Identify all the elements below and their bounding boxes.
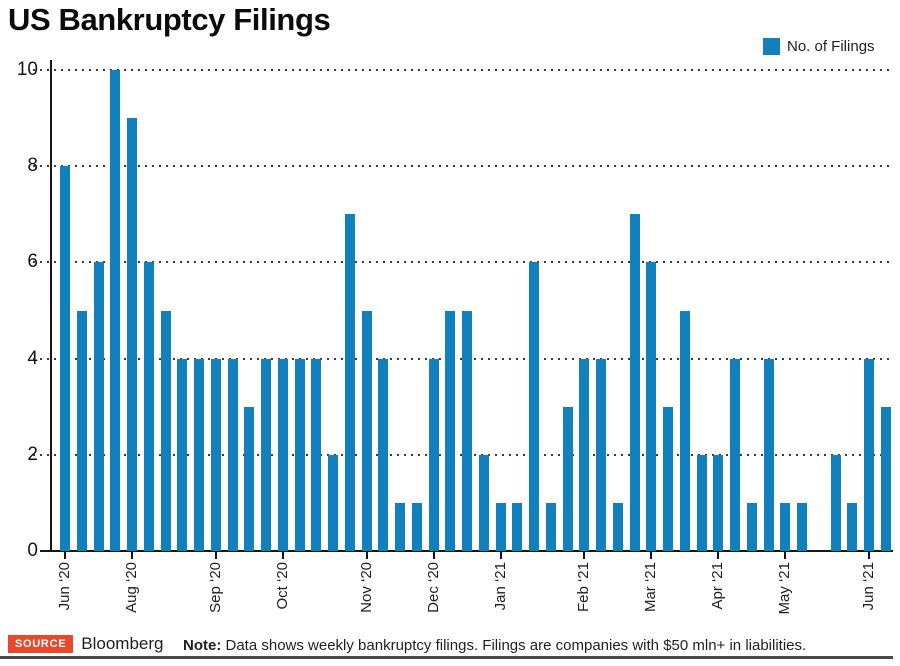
bar-week-44 [780,502,791,551]
bar-week-10 [210,358,221,551]
x-axis-tick [784,552,787,559]
gridline-y10 [33,69,893,71]
x-axis-tick [650,552,653,559]
bar-week-33 [596,358,606,551]
bar-week-15 [294,358,305,551]
bar-week-20 [378,358,389,551]
y-axis-label: 2 [27,443,38,465]
x-axis-label: Oct ‘20 [273,562,291,610]
legend-swatch [763,38,780,55]
bar-week-40 [713,454,724,551]
x-axis-label: Nov ‘20 [357,562,375,613]
x-axis-label: May ‘21 [776,562,794,615]
x-axis-label: Mar ‘21 [642,562,660,613]
bar-week-4 [110,70,121,551]
x-axis-label: Jun ‘21 [860,562,877,611]
x-axis-tick [868,552,870,559]
bar-week-42 [746,502,757,551]
note-label: Note: [183,637,222,654]
bar-week-9 [194,358,204,551]
x-axis-tick [281,552,284,559]
bar-week-21 [395,502,405,551]
bar-week-29 [529,262,539,551]
bar-week-7 [160,310,171,551]
x-axis-tick [583,552,586,559]
bar-week-27 [495,502,506,551]
page-title: US Bankruptcy Filings [8,2,331,37]
bar-week-31 [562,406,573,551]
bar-week-25 [462,310,472,551]
source-name: Bloomberg [81,634,164,653]
bar-week-32 [579,358,590,551]
x-axis-label: Apr ‘21 [709,562,727,610]
bar-week-45 [797,502,807,551]
y-axis-label: 6 [27,251,38,273]
bar-week-16 [311,358,322,551]
legend-label: No. of Filings [787,38,875,55]
bar-week-43 [763,358,774,551]
bar-week-24 [445,310,456,551]
bar-week-26 [478,454,489,551]
x-axis-line [40,550,893,552]
x-axis-tick [499,552,502,559]
bar-week-22 [411,502,422,551]
bar-week-6 [143,262,154,551]
legend: No. of Filings [763,38,875,55]
x-axis-label: Sep ‘20 [206,562,224,613]
bar-week-50 [880,406,891,551]
bar-week-13 [261,358,271,551]
y-axis-label: 10 [16,59,38,80]
x-axis-tick [64,552,66,559]
x-axis-label: Jan ‘21 [491,562,509,611]
bar-week-23 [428,358,439,551]
bar-week-1 [60,166,70,551]
y-axis-label: 8 [27,155,38,177]
bar-week-3 [93,262,104,551]
bar-chart: 0 2 4 6 8 10 Jun ‘20 Aug ‘20 Sep ‘20 Oct ‘20 Nov ‘… [16,59,893,615]
x-axis-tick [432,552,435,559]
gridline-y8 [33,165,893,168]
bar-week-48 [847,502,858,551]
bar-week-41 [730,358,740,551]
bar-week-36 [646,262,657,551]
chart-note: Note: Data shows weekly bankruptcy filin… [183,637,806,654]
bar-week-17 [328,454,338,551]
bottom-rule [0,656,893,659]
x-axis-tick [131,552,133,559]
x-axis-tick [214,552,217,559]
x-axis-label: Dec ‘20 [424,562,442,613]
bar-week-5 [127,118,137,551]
x-axis-label: Jun ‘20 [56,562,73,611]
gridline-y6 [33,261,893,264]
source-badge: SOURCE [8,635,74,653]
bar-week-39 [696,454,707,551]
y-axis-label: 0 [27,540,38,561]
bar-week-37 [663,406,673,551]
bar-week-47 [830,454,841,551]
bar-week-14 [277,358,288,551]
bar-week-30 [545,502,556,551]
x-axis-tick [717,552,720,559]
bar-week-35 [629,214,640,551]
x-axis-label: Feb ‘21 [575,562,593,613]
bar-week-18 [344,214,355,551]
bar-week-28 [512,502,523,551]
bar-week-11 [227,358,238,551]
bar-week-19 [361,310,372,551]
bar-week-12 [244,406,255,551]
bar-week-49 [864,358,874,551]
source-row: SOURCE Bloomberg [8,634,163,654]
y-axis-line [50,60,52,552]
bar-week-8 [177,358,188,551]
note-text: Data shows weekly bankruptcy filings. Fi… [225,637,807,654]
bar-week-34 [612,502,623,551]
x-axis-label: Aug ‘20 [123,562,140,613]
bar-week-38 [679,310,690,551]
y-axis-label: 4 [27,347,38,369]
bar-week-2 [76,310,87,551]
x-axis-tick [365,552,368,559]
